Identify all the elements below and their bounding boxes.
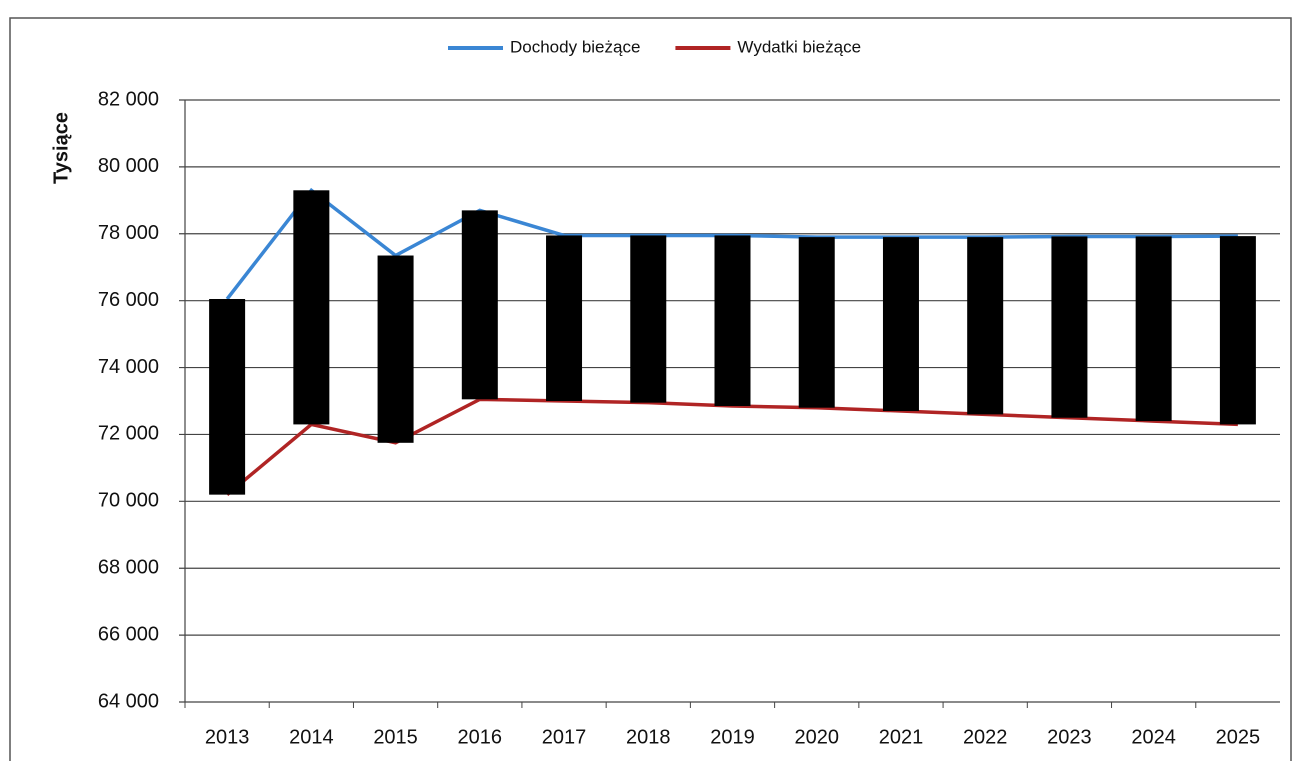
x-tick-label: 2014 [289, 726, 334, 748]
up-down-bar [293, 190, 330, 425]
up-down-bar [967, 237, 1004, 415]
y-tick-label: 74 000 [98, 356, 159, 378]
y-tick-label: 72 000 [98, 423, 159, 445]
x-tick-label: 2017 [542, 726, 587, 748]
x-tick-label: 2015 [373, 726, 418, 748]
y-tick-label: 76 000 [98, 289, 159, 311]
x-tick-label: 2020 [794, 726, 839, 748]
x-tick-label: 2013 [205, 726, 250, 748]
y-axis-label: Tysiące [50, 112, 72, 184]
up-down-bar [209, 298, 246, 495]
up-down-bar [630, 235, 667, 403]
x-tick-label: 2018 [626, 726, 671, 748]
x-tick-label: 2019 [710, 726, 755, 748]
chart-border [9, 17, 1292, 761]
y-tick-label: 70 000 [98, 490, 159, 512]
up-down-bar [798, 237, 835, 408]
x-tick-label: 2025 [1216, 726, 1261, 748]
x-tick-label: 2021 [879, 726, 924, 748]
up-down-bar [1051, 236, 1088, 418]
up-down-bar [714, 235, 751, 407]
up-down-bar [1219, 236, 1256, 425]
x-tick-label: 2023 [1047, 726, 1092, 748]
x-tick-label: 2024 [1131, 726, 1176, 748]
y-tick-label: 82 000 [98, 88, 159, 110]
legend-label: Dochody bieżące [510, 37, 640, 56]
y-tick-label: 80 000 [98, 155, 159, 177]
up-down-bar [882, 237, 919, 412]
x-tick-label: 2016 [458, 726, 503, 748]
up-down-bar [1135, 236, 1172, 422]
y-tick-label: 78 000 [98, 222, 159, 244]
up-down-bar [546, 235, 583, 401]
y-tick-label: 66 000 [98, 623, 159, 645]
y-tick-label: 68 000 [98, 557, 159, 579]
up-down-bar [461, 210, 498, 400]
y-tick-label: 64 000 [98, 690, 159, 712]
legend-label: Wydatki bieżące [737, 37, 861, 56]
x-tick-label: 2022 [963, 726, 1008, 748]
up-down-bar [377, 255, 414, 443]
